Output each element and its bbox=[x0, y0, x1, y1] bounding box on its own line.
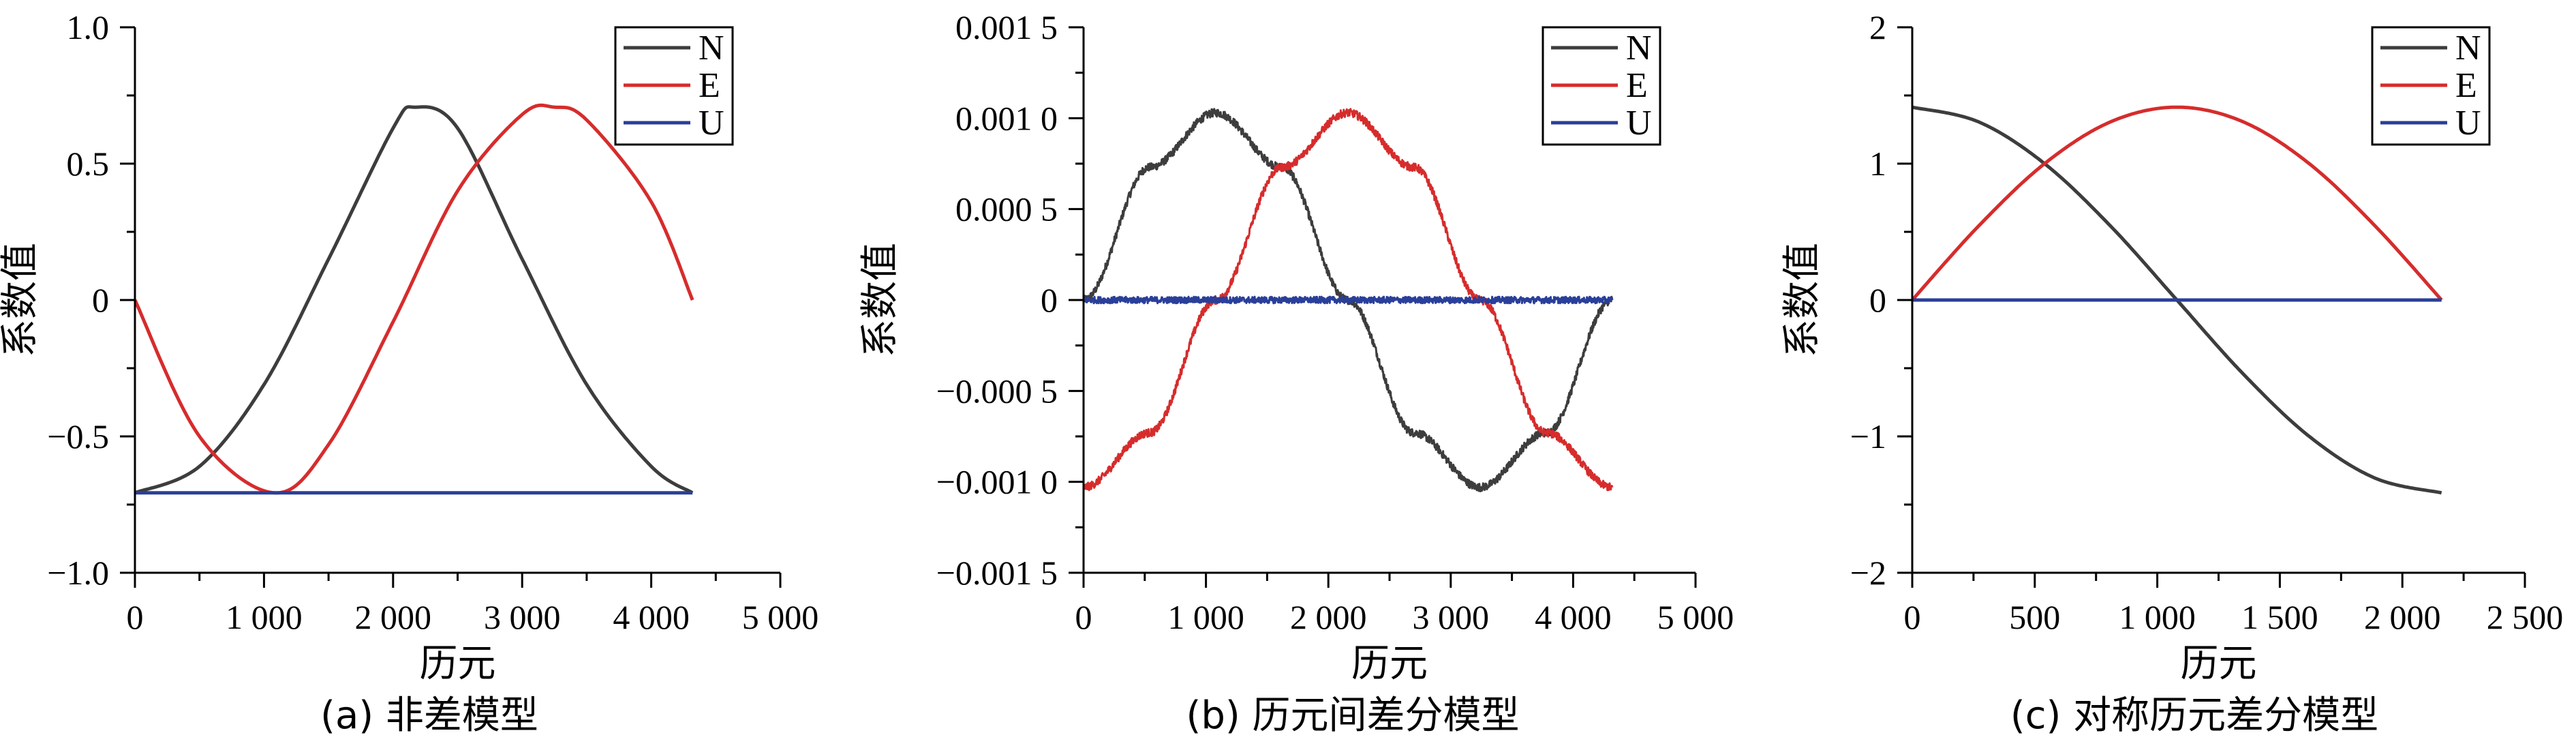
series-line-e bbox=[135, 103, 694, 495]
y-tick-label: −0.001 5 bbox=[936, 554, 1058, 592]
x-tick-label: 2 000 bbox=[2364, 598, 2441, 636]
legend: NEU bbox=[1542, 26, 1661, 146]
x-axis-label: 历元 bbox=[420, 642, 496, 686]
y-tick-label: −0.001 0 bbox=[936, 463, 1058, 501]
x-tick-label: 5 000 bbox=[742, 598, 819, 636]
series-line-n bbox=[135, 105, 694, 495]
x-tick-label: 4 000 bbox=[1535, 598, 1612, 636]
y-axis-label: 系数值 bbox=[858, 243, 902, 357]
x-tick-label: 500 bbox=[2009, 598, 2060, 636]
x-tick-label: 0 bbox=[1075, 598, 1092, 636]
y-tick-label: −0.000 5 bbox=[936, 372, 1058, 410]
legend-label-n: N bbox=[699, 29, 724, 68]
x-tick-label: 1 500 bbox=[2241, 598, 2318, 636]
y-axis-label: 系数值 bbox=[0, 243, 42, 357]
panel-caption: (c) 对称历元差分模型 bbox=[2010, 693, 2378, 738]
legend-label-u: U bbox=[2455, 104, 2481, 143]
legend-label-e: E bbox=[2455, 66, 2477, 105]
y-tick-label: 0 bbox=[1041, 281, 1058, 319]
y-tick-label: 2 bbox=[1869, 8, 1886, 46]
x-tick-label: 0 bbox=[127, 598, 144, 636]
x-tick-label: 3 000 bbox=[1413, 598, 1490, 636]
series-line-n bbox=[1084, 108, 1614, 492]
legend-label-u: U bbox=[699, 104, 724, 143]
series-line-u bbox=[1084, 295, 1614, 305]
y-tick-label: −1.0 bbox=[47, 554, 109, 592]
y-tick-label: 0.001 5 bbox=[955, 8, 1058, 46]
legend-label-n: N bbox=[2455, 29, 2481, 68]
x-tick-label: 3 000 bbox=[484, 598, 561, 636]
y-tick-label: 1 bbox=[1869, 145, 1886, 183]
y-tick-label: 0 bbox=[1869, 281, 1886, 319]
x-tick-label: 1 000 bbox=[1167, 598, 1244, 636]
legend-label-n: N bbox=[1626, 29, 1652, 68]
panel-caption: (a) 非差模型 bbox=[320, 693, 538, 738]
legend-label-u: U bbox=[1626, 104, 1652, 143]
x-tick-label: 2 000 bbox=[1290, 598, 1367, 636]
x-tick-label: 1 000 bbox=[226, 598, 303, 636]
x-axis-label: 历元 bbox=[1351, 642, 1428, 686]
series-line-e bbox=[1912, 105, 2443, 301]
y-tick-label: 0.5 bbox=[67, 145, 110, 183]
y-axis-label: 系数值 bbox=[1780, 243, 1824, 357]
y-tick-label: −1 bbox=[1850, 417, 1886, 455]
y-tick-label: 1.0 bbox=[67, 8, 110, 46]
series-line-e bbox=[1084, 108, 1614, 492]
x-tick-label: 2 000 bbox=[355, 598, 432, 636]
chart-panel-2: 0 1 000 2 000 3 000 4 000 5 000 −0.001 5 −0.001… bbox=[858, 8, 1734, 738]
y-tick-label: −0.5 bbox=[47, 417, 109, 455]
y-tick-label: 0.001 0 bbox=[955, 99, 1058, 137]
chart-panel-1: 0 1 000 2 000 3 000 4 000 5 000 −1.0 −0.5 0 0.5 1.… bbox=[0, 8, 818, 738]
legend-label-e: E bbox=[699, 66, 720, 105]
x-tick-label: 5 000 bbox=[1657, 598, 1734, 636]
legend: NEU bbox=[2371, 26, 2491, 146]
legend-label-e: E bbox=[1626, 66, 1648, 105]
x-tick-label: 4 000 bbox=[613, 598, 690, 636]
legend: NEU bbox=[614, 26, 734, 146]
chart-panel-3: 0 500 1 000 1 500 2 000 2 500 −2 −1 0 1 2 历元 系数值 (c) … bbox=[1780, 8, 2563, 738]
y-tick-label: −2 bbox=[1850, 554, 1886, 592]
x-tick-label: 2 500 bbox=[2487, 598, 2564, 636]
x-tick-label: 1 000 bbox=[2119, 598, 2196, 636]
x-tick-label: 0 bbox=[1904, 598, 1921, 636]
y-tick-label: 0.000 5 bbox=[955, 190, 1058, 228]
y-tick-label: 0 bbox=[92, 281, 109, 319]
panel-caption: (b) 历元间差分模型 bbox=[1186, 693, 1519, 738]
x-axis-label: 历元 bbox=[2181, 642, 2257, 686]
